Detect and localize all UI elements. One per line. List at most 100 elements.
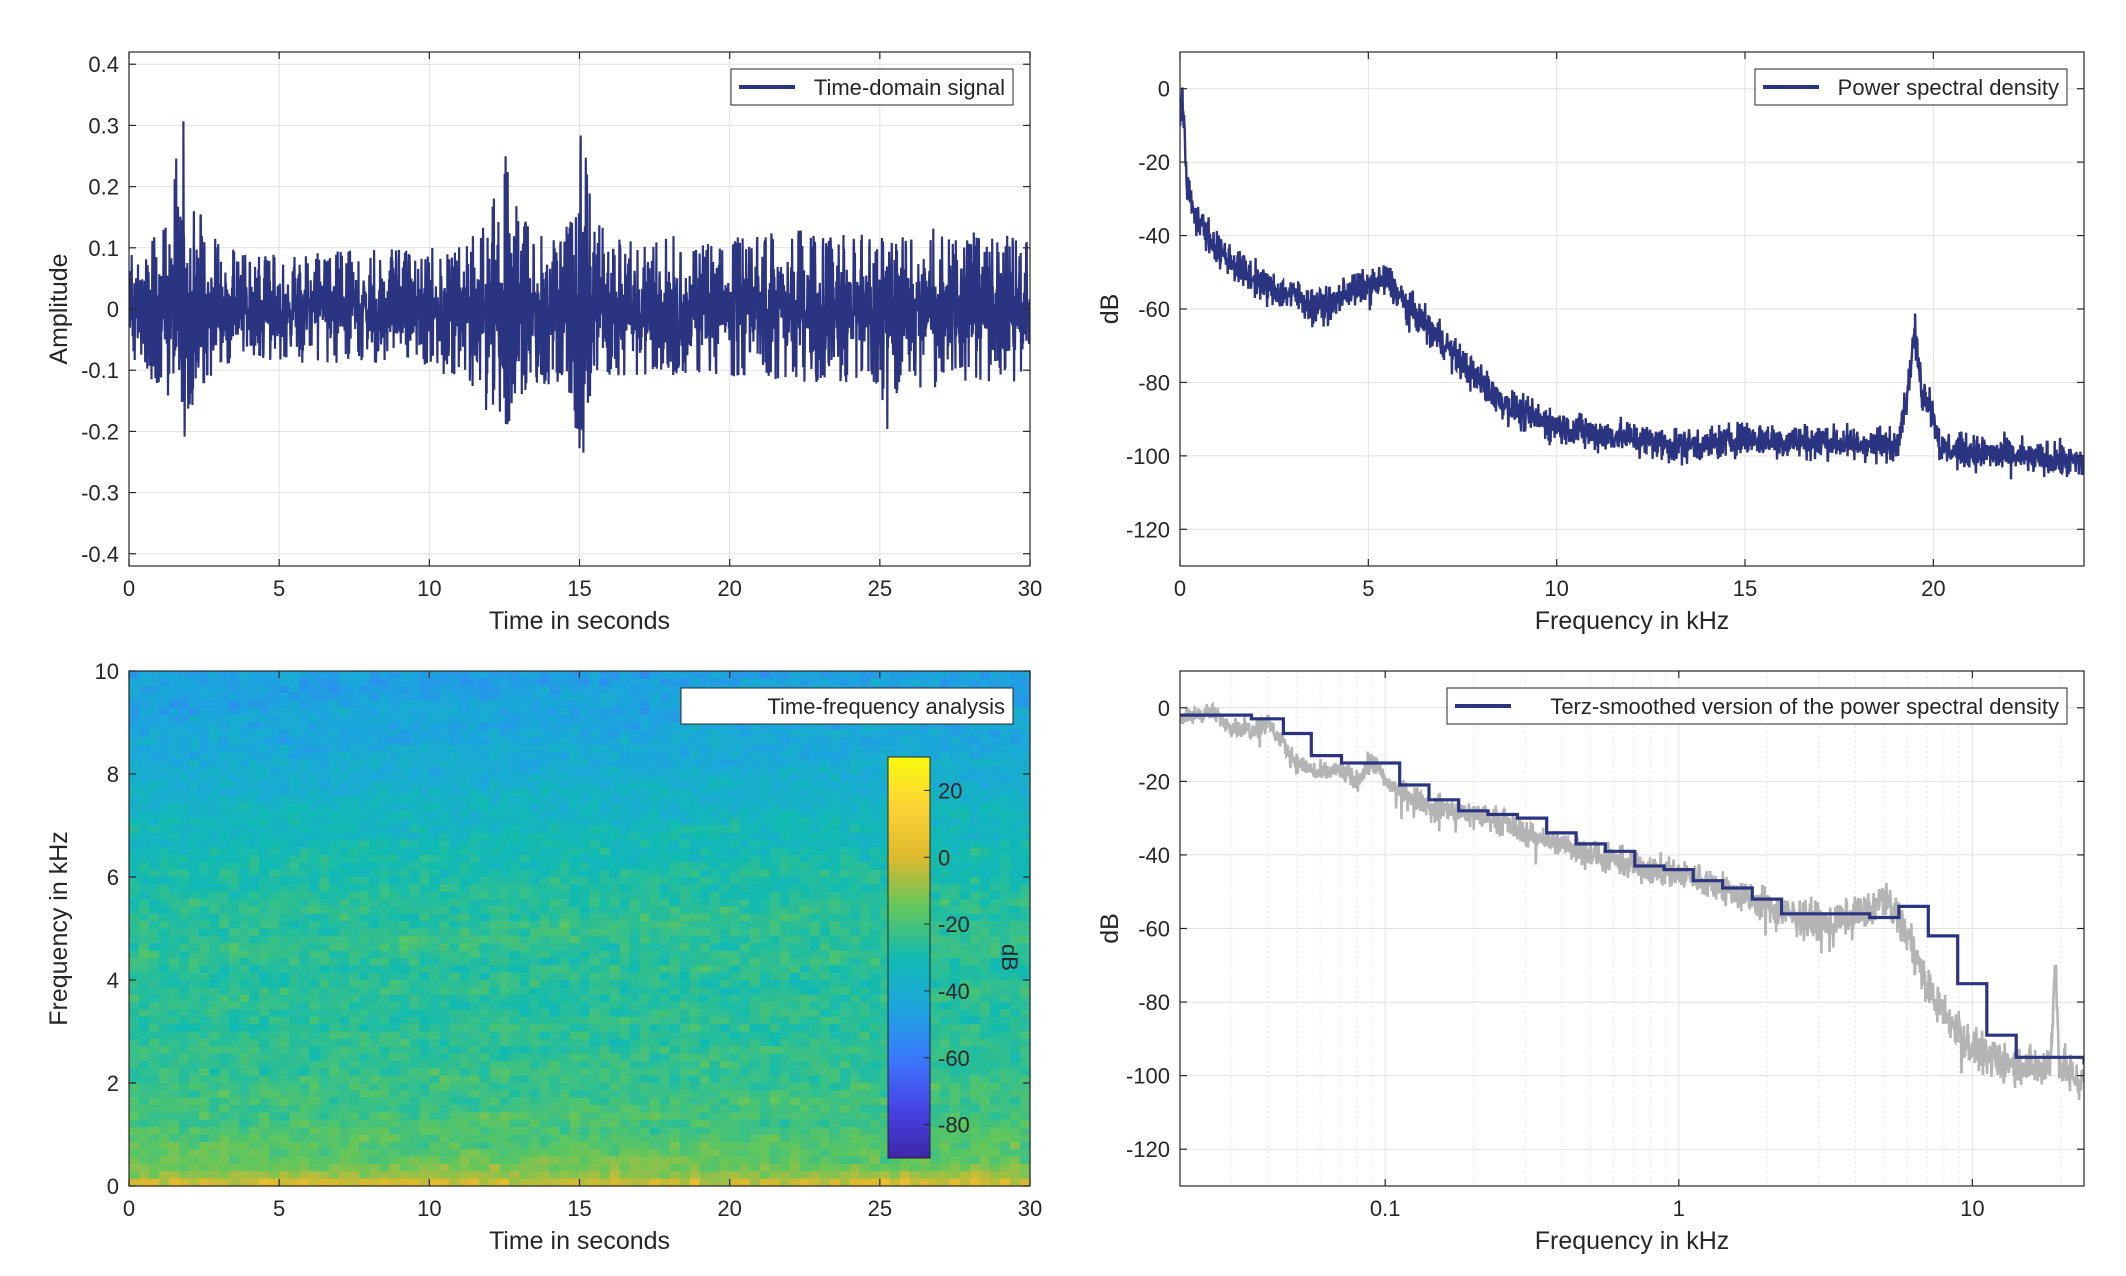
heatmap-cell (639, 781, 651, 790)
heatmap-cell (319, 751, 330, 760)
heatmap-cell (559, 1046, 571, 1055)
heatmap-cell (159, 678, 170, 687)
heatmap-cell (849, 869, 861, 878)
heatmap-cell (849, 913, 861, 922)
heatmap-cell (989, 943, 1001, 952)
heatmap-cell (539, 862, 551, 871)
heatmap-cell (659, 700, 671, 709)
heatmap-cell (359, 1053, 370, 1062)
heatmap-cell (399, 678, 410, 687)
heatmap-cell (569, 751, 581, 760)
heatmap-cell (769, 1053, 781, 1062)
heatmap-cell (389, 818, 400, 827)
heatmap-cell (579, 759, 591, 768)
heatmap-cell (249, 884, 260, 893)
heatmap-cell (669, 715, 681, 724)
heatmap-cell (249, 1038, 260, 1047)
heatmap-cell (729, 891, 741, 900)
heatmap-cell (719, 1038, 731, 1047)
heatmap-cell (979, 980, 991, 988)
heatmap-cell (779, 972, 791, 981)
heatmap-cell (429, 943, 440, 952)
heatmap-cell (169, 715, 180, 724)
heatmap-cell (239, 700, 250, 709)
heatmap-cell (769, 803, 781, 812)
heatmap-cell (349, 685, 360, 694)
heatmap-cell (549, 700, 561, 709)
heatmap-cell (739, 950, 751, 959)
heatmap-cell (639, 1016, 651, 1025)
heatmap-cell (509, 862, 521, 871)
heatmap-cell (239, 715, 250, 724)
heatmap-cell (149, 1031, 160, 1040)
heatmap-cell (639, 1024, 651, 1033)
heatmap-cell (349, 943, 360, 952)
heatmap-cell (619, 1024, 631, 1033)
heatmap-cell (789, 803, 801, 812)
heatmap-cell (959, 994, 971, 1003)
heatmap-cell (609, 678, 621, 687)
heatmap-cell (389, 862, 400, 871)
heatmap-cell (359, 685, 370, 694)
heatmap-cell (489, 722, 501, 731)
heatmap-cell (459, 729, 470, 738)
heatmap-cell (149, 1038, 160, 1047)
heatmap-cell (439, 840, 450, 849)
heatmap-cell (399, 1046, 410, 1055)
heatmap-cell (439, 671, 450, 679)
heatmap-cell (339, 774, 350, 782)
heatmap-cell (609, 928, 621, 937)
heatmap-cell (179, 810, 190, 819)
heatmap-cell (659, 707, 671, 716)
heatmap-cell (539, 722, 551, 731)
heatmap-cell (779, 891, 791, 900)
heatmap-cell (559, 869, 571, 878)
heatmap-cell (469, 921, 480, 930)
heatmap-cell (249, 1060, 260, 1069)
heatmap-cell (809, 788, 821, 797)
heatmap-cell (319, 1053, 330, 1062)
heatmap-cell (969, 840, 981, 849)
heatmap-cell (439, 803, 450, 812)
heatmap-cell (279, 869, 290, 878)
heatmap-cell (309, 884, 320, 893)
heatmap-cell (489, 1016, 501, 1025)
heatmap-cell (469, 722, 480, 731)
heatmap-cell (739, 972, 751, 981)
heatmap-cell (129, 832, 140, 841)
heatmap-cell (969, 774, 981, 782)
heatmap-cell (929, 965, 941, 974)
heatmap-cell (189, 832, 200, 841)
heatmap-cell (189, 935, 200, 944)
heatmap-cell (359, 766, 370, 775)
heatmap-cell (489, 810, 501, 819)
heatmap-cell (469, 810, 480, 819)
heatmap-cell (229, 935, 240, 944)
heatmap-cell (839, 1002, 851, 1011)
heatmap-cell (199, 913, 210, 922)
heatmap-cell (159, 847, 170, 856)
heatmap-cell (329, 854, 340, 863)
heatmap-cell (169, 810, 180, 819)
heatmap-cell (849, 803, 861, 812)
heatmap-cell (599, 899, 611, 908)
heatmap-cell (759, 840, 771, 849)
heatmap-cell (939, 840, 951, 849)
heatmap-cell (849, 840, 861, 849)
heatmap-cell (659, 759, 671, 768)
heatmap-cell (379, 840, 390, 849)
heatmap-cell (509, 913, 521, 922)
heatmap-cell (629, 766, 641, 775)
heatmap-cell (699, 751, 711, 760)
heatmap-cell (229, 877, 240, 885)
heatmap-cell (989, 1038, 1001, 1047)
heatmap-cell (509, 1031, 521, 1040)
heatmap-cell (759, 781, 771, 790)
heatmap-cell (469, 737, 480, 746)
heatmap-cell (409, 781, 420, 790)
x-tick-label: 10 (1544, 576, 1568, 601)
heatmap-cell (139, 803, 150, 812)
heatmap-cell (619, 803, 631, 812)
heatmap-cell (249, 722, 260, 731)
heatmap-cell (649, 810, 661, 819)
